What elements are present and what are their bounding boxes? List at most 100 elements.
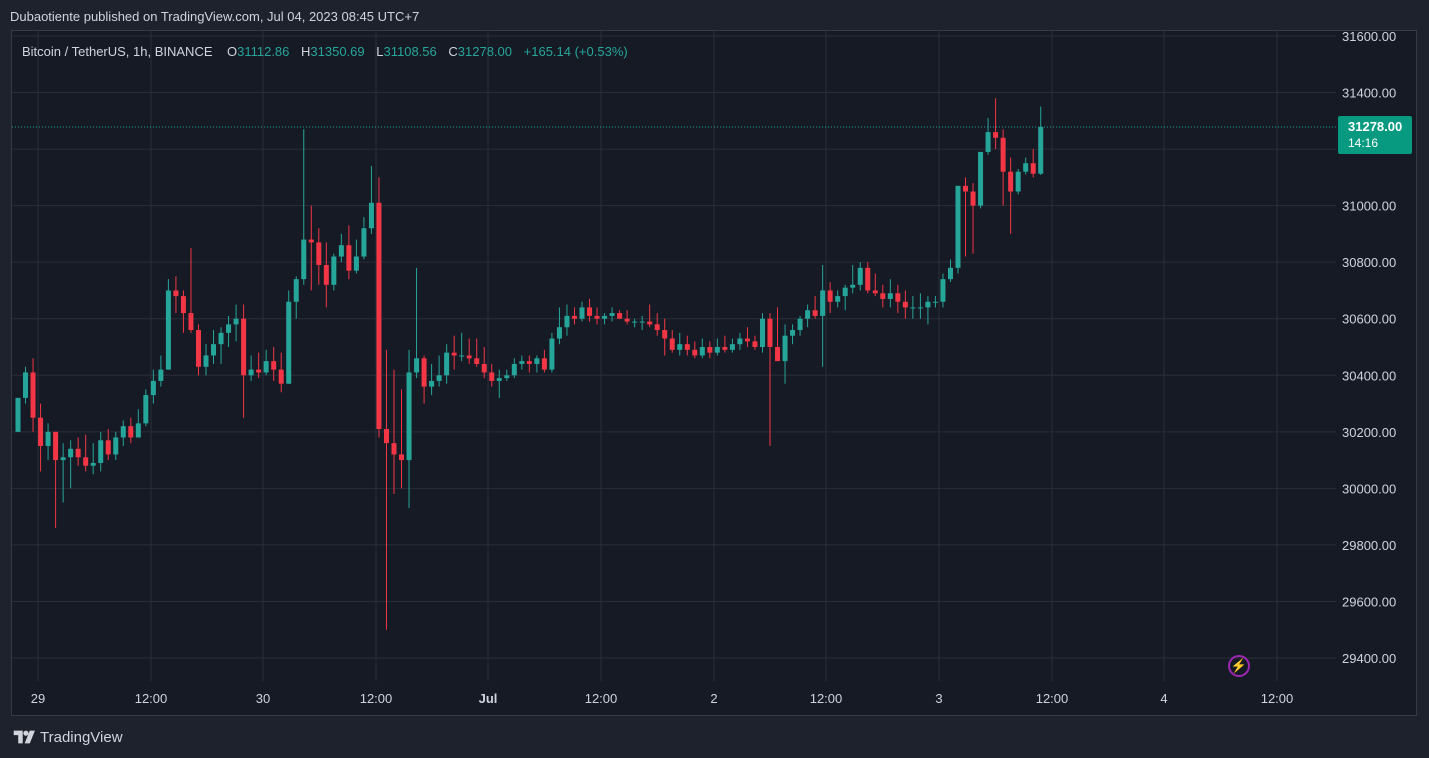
candle-body — [128, 426, 134, 438]
low-label: L — [376, 44, 384, 59]
candle-body — [316, 242, 322, 266]
candle-body — [692, 349, 698, 356]
candle-body — [406, 372, 412, 461]
candle-body — [173, 290, 179, 297]
candle-body — [632, 321, 638, 323]
candle-body — [684, 344, 690, 350]
candle-body — [68, 448, 74, 458]
candle-body — [970, 191, 976, 206]
candle-body — [857, 267, 863, 285]
candle-body — [421, 358, 427, 387]
y-tick-label: 30600.00 — [1342, 312, 1396, 327]
open-label: O — [226, 44, 238, 59]
x-tick-label: 12:00 — [585, 691, 618, 706]
candle-body — [985, 132, 991, 152]
chart-panel[interactable]: 31600.0031400.0031200.0031000.0030800.00… — [11, 30, 1417, 716]
candle-body — [451, 352, 457, 356]
candle-body — [218, 332, 224, 345]
high-label: H — [301, 44, 311, 59]
candle-body — [571, 315, 577, 319]
close-value: 31278.00 — [457, 44, 513, 59]
candle-body — [902, 301, 908, 308]
candle-body — [293, 279, 299, 302]
candle-body — [639, 321, 645, 323]
candle-body — [256, 369, 262, 373]
y-tick-label: 30200.00 — [1342, 425, 1396, 440]
candle-body — [30, 372, 36, 418]
candle-body — [654, 324, 660, 331]
candle-body — [1030, 163, 1036, 174]
candle-body — [669, 338, 675, 350]
candle-body — [917, 307, 923, 309]
candle-body — [323, 265, 329, 285]
y-tick-label: 29800.00 — [1342, 538, 1396, 553]
candle-body — [271, 361, 277, 370]
candle-body — [579, 307, 585, 319]
y-tick-label: 29400.00 — [1342, 651, 1396, 666]
candle-body — [797, 318, 803, 331]
candle-body — [947, 267, 953, 280]
candle-body — [647, 321, 653, 325]
candle-body — [895, 293, 901, 302]
candle-body — [1023, 163, 1029, 172]
y-tick-label: 30800.00 — [1342, 255, 1396, 270]
candle-body — [556, 327, 562, 339]
candle-body — [872, 290, 878, 294]
candle-body — [211, 344, 217, 356]
y-tick-label: 30400.00 — [1342, 368, 1396, 383]
candle-body — [932, 301, 938, 303]
candle-body — [827, 290, 833, 302]
candle-body — [790, 330, 796, 336]
candle-body — [955, 185, 961, 268]
candle-body — [474, 358, 480, 364]
candle-body — [444, 352, 450, 376]
x-tick-label: Jul — [479, 691, 498, 706]
lightning-icon[interactable]: ⚡ — [1228, 655, 1250, 677]
close-label: C — [448, 44, 458, 59]
x-tick-label: 4 — [1160, 691, 1167, 706]
candle-body — [75, 448, 81, 458]
candle-body — [263, 361, 269, 373]
bar-countdown: 14:16 — [1348, 136, 1379, 150]
candle-body — [15, 397, 21, 432]
candle-body — [699, 347, 705, 356]
candlestick-chart[interactable]: 31600.0031400.0031200.0031000.0030800.00… — [12, 31, 1416, 715]
x-tick-label: 12:00 — [1036, 691, 1069, 706]
candle-body — [594, 315, 600, 319]
symbol-name: Bitcoin / TetherUS, 1h, BINANCE — [22, 44, 213, 59]
x-tick-label: 12:00 — [1261, 691, 1294, 706]
candle-body — [714, 347, 720, 353]
candle-body — [83, 457, 89, 466]
candle-body — [489, 372, 495, 381]
candle-body — [910, 307, 916, 309]
x-tick-label: 2 — [710, 691, 717, 706]
x-tick-label: 29 — [31, 691, 45, 706]
symbol-legend: Bitcoin / TetherUS, 1h, BINANCE O31112.8… — [22, 44, 636, 59]
candle-body — [504, 375, 510, 379]
candle-body — [105, 440, 111, 455]
candle-body — [143, 395, 149, 424]
y-tick-label: 31600.00 — [1342, 31, 1396, 44]
candle-body — [226, 324, 232, 333]
candle-body — [346, 245, 352, 271]
candle-body — [729, 344, 735, 350]
candle-body — [617, 313, 623, 319]
footer-brand[interactable]: TradingView — [12, 728, 123, 746]
candle-body — [602, 315, 608, 319]
candle-body — [180, 296, 186, 314]
candle-body — [1038, 127, 1044, 174]
candle-body — [752, 341, 758, 347]
candle-body — [1008, 171, 1014, 192]
candle-body — [880, 293, 886, 299]
publisher-caption: Dubaotiente published on TradingView.com… — [10, 9, 420, 24]
candle-body — [805, 310, 811, 319]
y-tick-label: 30000.00 — [1342, 481, 1396, 496]
candle-body — [233, 318, 239, 325]
y-tick-label: 29600.00 — [1342, 594, 1396, 609]
x-tick-label: 3 — [935, 691, 942, 706]
x-tick-label: 12:00 — [135, 691, 168, 706]
candle-body — [511, 363, 517, 376]
candle-body — [496, 378, 502, 381]
candle-body — [150, 380, 156, 396]
open-value: 31112.86 — [237, 44, 290, 59]
